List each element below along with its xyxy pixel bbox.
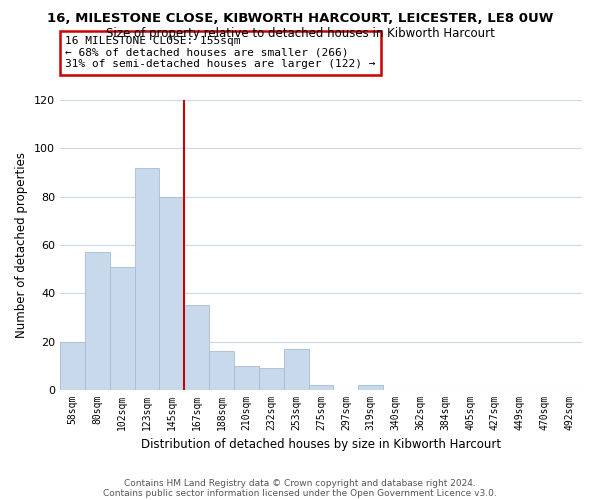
Bar	[184, 306, 209, 390]
Text: Contains public sector information licensed under the Open Government Licence v3: Contains public sector information licen…	[103, 488, 497, 498]
Text: Contains HM Land Registry data © Crown copyright and database right 2024.: Contains HM Land Registry data © Crown c…	[124, 478, 476, 488]
Y-axis label: Number of detached properties: Number of detached properties	[16, 152, 28, 338]
X-axis label: Distribution of detached houses by size in Kibworth Harcourt: Distribution of detached houses by size …	[141, 438, 501, 452]
Bar	[110, 267, 134, 390]
Bar	[259, 368, 284, 390]
Bar	[209, 352, 234, 390]
Bar	[284, 349, 308, 390]
Bar	[60, 342, 85, 390]
Text: 16, MILESTONE CLOSE, KIBWORTH HARCOURT, LEICESTER, LE8 0UW: 16, MILESTONE CLOSE, KIBWORTH HARCOURT, …	[47, 12, 553, 26]
Bar	[160, 196, 184, 390]
Bar	[134, 168, 160, 390]
Text: 16 MILESTONE CLOSE: 155sqm
← 68% of detached houses are smaller (266)
31% of sem: 16 MILESTONE CLOSE: 155sqm ← 68% of deta…	[65, 36, 376, 70]
Bar	[308, 385, 334, 390]
Bar	[85, 252, 110, 390]
Bar	[234, 366, 259, 390]
Text: Size of property relative to detached houses in Kibworth Harcourt: Size of property relative to detached ho…	[106, 28, 494, 40]
Bar	[358, 385, 383, 390]
